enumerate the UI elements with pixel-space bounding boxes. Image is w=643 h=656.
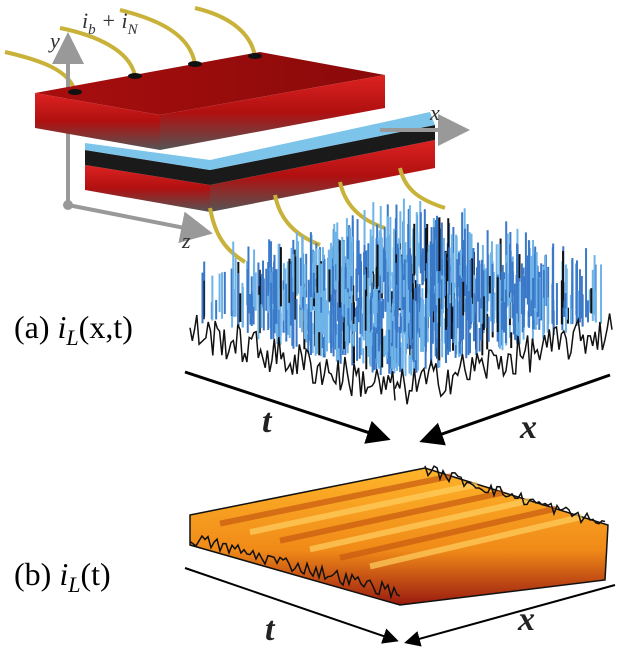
var: i [58,309,67,345]
axis-x-label: x [429,100,440,125]
t-label: t [262,403,273,440]
args: (x,t) [79,309,133,345]
t-label: t [265,611,276,648]
var: i [59,556,68,592]
tag: (a) [14,309,58,345]
panel-b-label: (b) iL(t) [14,556,111,597]
sub: L [65,325,78,350]
x-arrow [425,375,610,440]
x-label: x [517,601,535,638]
current-plus: + i [96,8,128,33]
axis-z-label: z [181,228,191,253]
surface-b [190,466,608,605]
sub: L [67,572,80,597]
figure: ib + iN y x z (a) iL(x,t) t x (b) iL(t) … [0,0,643,656]
current-sub: N [127,22,139,38]
surface-a [190,199,612,405]
device: ib + iN y x z [5,8,462,262]
panel-a-label: (a) iL(x,t) [14,309,133,350]
t-arrow [185,372,385,438]
axis-y-label: y [48,28,60,53]
x-label: x [519,409,537,446]
origin [63,200,73,210]
args: (t) [80,556,110,592]
tag: (b) [14,556,59,592]
